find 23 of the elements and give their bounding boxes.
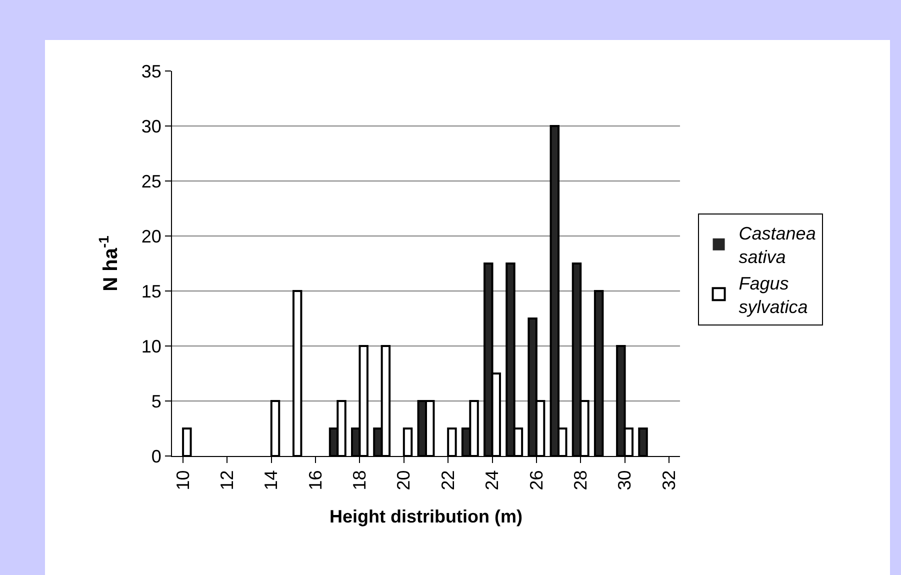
x-tick-label: 16	[305, 470, 326, 490]
legend-label: Castanea sativa	[738, 224, 816, 268]
y-tick-label: 0	[151, 446, 162, 466]
x-tick-label: 26	[526, 470, 546, 490]
y-tick-label: 20	[141, 226, 162, 246]
x-tick-label: 32	[658, 470, 679, 490]
x-tick-label: 12	[217, 470, 238, 490]
x-axis-title: Height distribution (m)	[330, 506, 522, 526]
x-tick-label: 10	[172, 470, 193, 490]
y-tick-label: 5	[151, 391, 162, 412]
y-tick-label: 15	[141, 281, 162, 302]
x-tick-label: 14	[261, 470, 282, 490]
x-tick-label: 30	[614, 470, 635, 490]
x-tick-label: 24	[482, 470, 502, 490]
x-tick-label: 22	[438, 470, 458, 490]
legend-label: Fagus sylvatica	[738, 273, 808, 317]
y-tick-label: 30	[141, 116, 162, 136]
y-tick-label: 25	[141, 171, 162, 192]
y-tick-label: 10	[141, 336, 162, 356]
x-tick-label: 20	[394, 470, 414, 490]
x-tick-label: 28	[570, 470, 590, 490]
x-tick-label: 18	[350, 470, 370, 490]
y-tick-label: 35	[141, 61, 162, 82]
